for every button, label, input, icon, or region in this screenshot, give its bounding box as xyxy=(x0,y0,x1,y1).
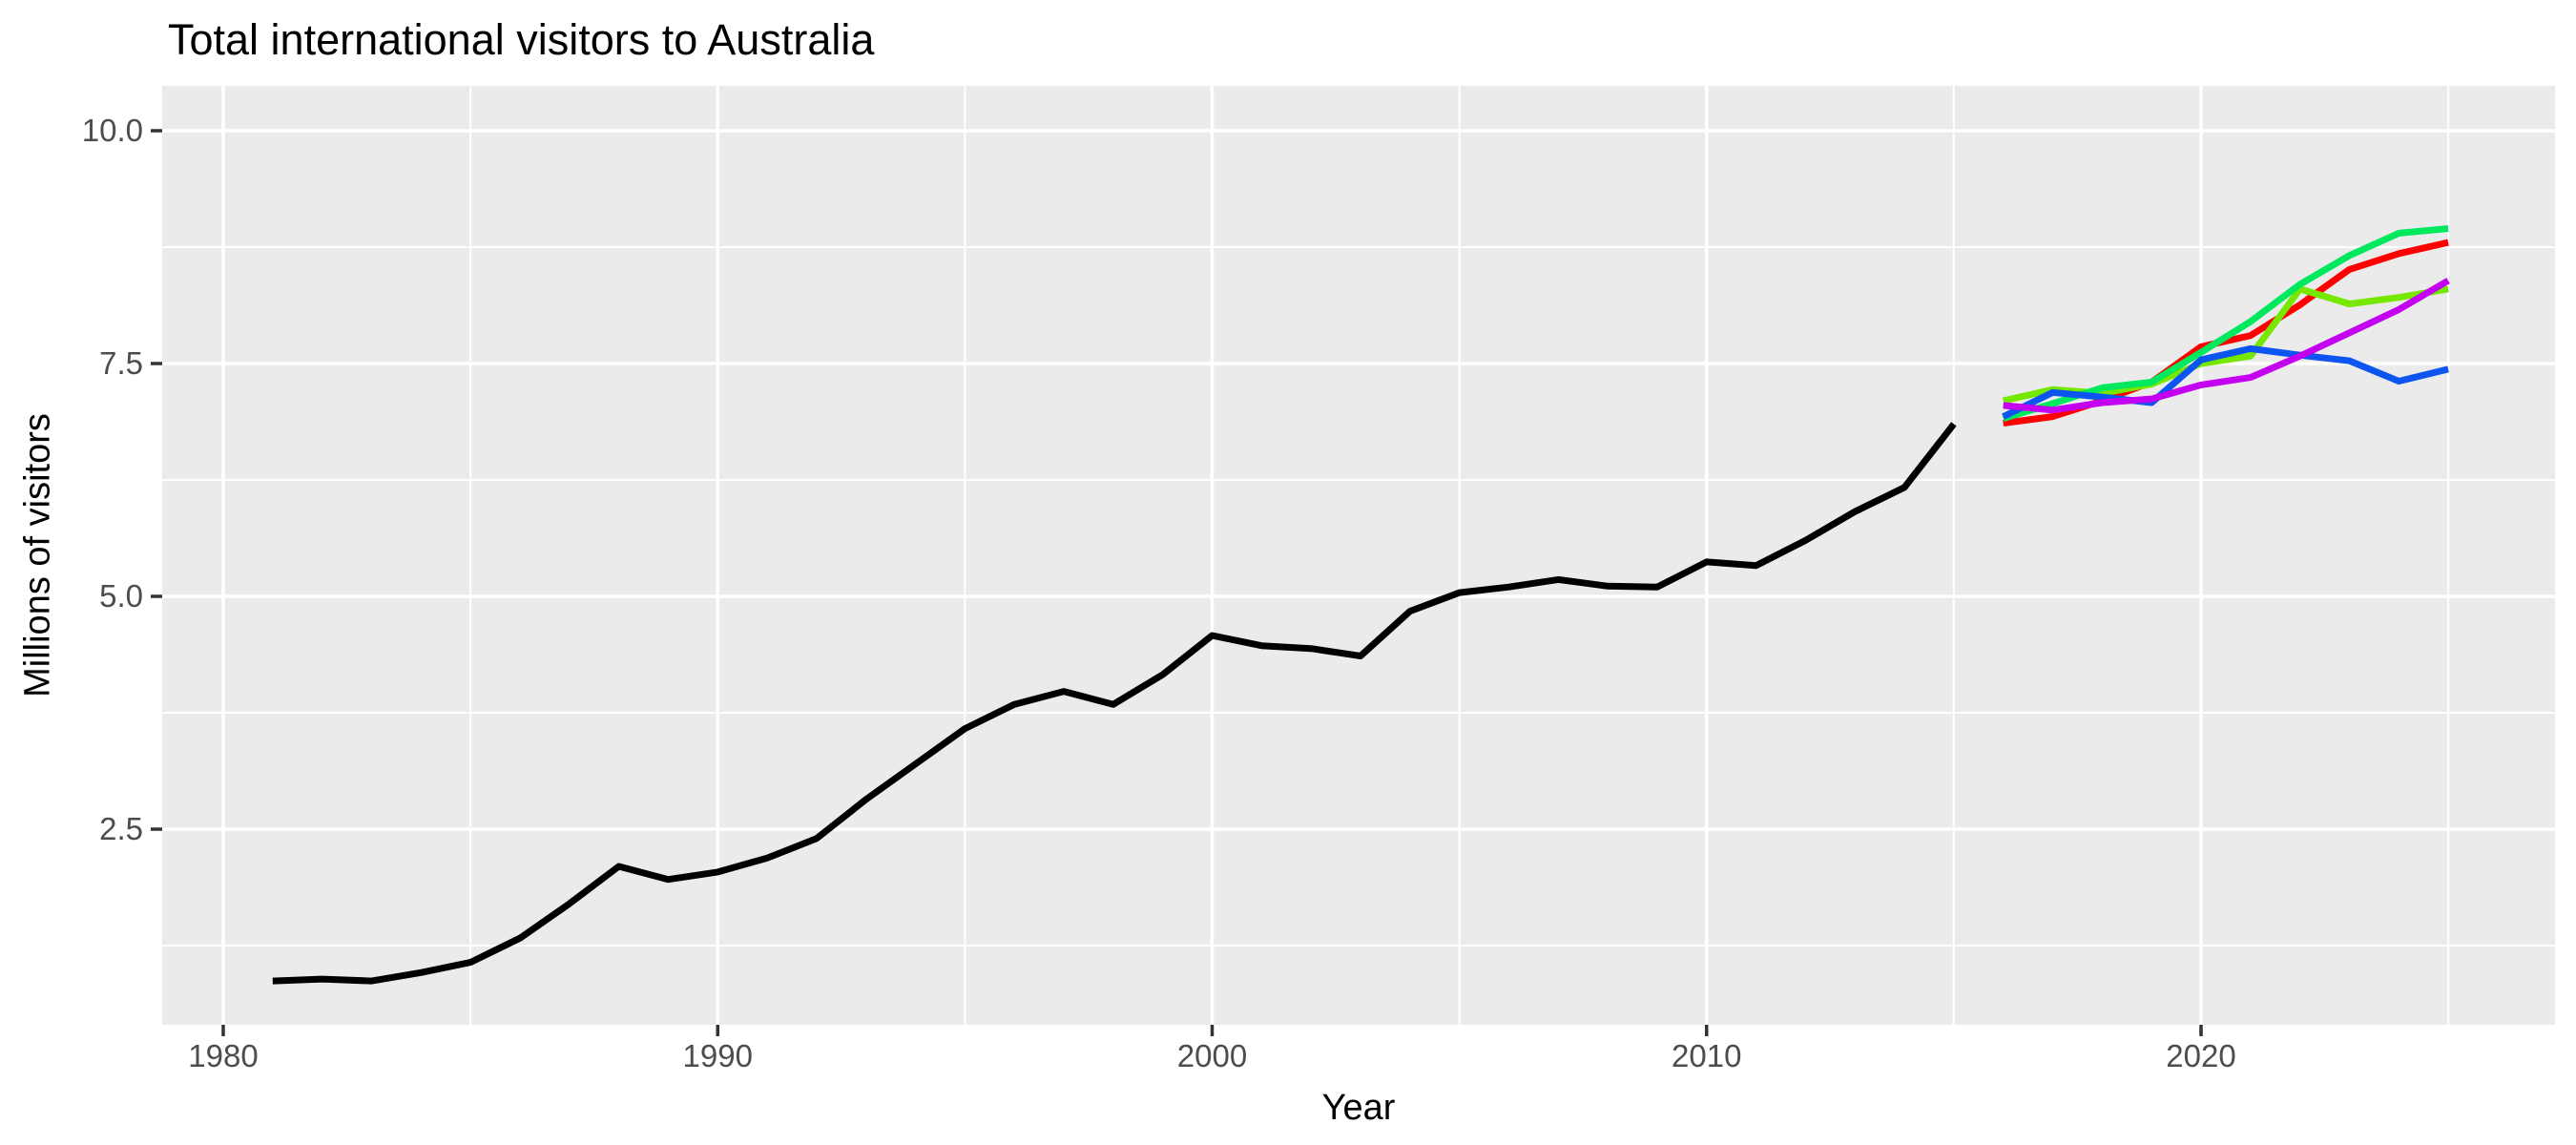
plot-panel xyxy=(162,86,2555,1025)
x-tick-label-2000: 2000 xyxy=(1177,1038,1247,1073)
series-line-simulation-4 xyxy=(2002,344,2449,420)
y-axis-title: Millions of visitors xyxy=(17,413,58,697)
y-tick-label-7.5: 7.5 xyxy=(99,345,143,381)
page-title: Total international visitors to Australi… xyxy=(168,15,875,64)
series-line-historical xyxy=(272,422,1957,985)
x-tick-label-1980: 1980 xyxy=(188,1038,258,1073)
y-tick-label-2.5: 2.5 xyxy=(99,811,143,846)
x-axis-title: Year xyxy=(1321,1088,1396,1128)
series-line-simulation-5 xyxy=(2003,278,2450,414)
x-tick-label-2020: 2020 xyxy=(2166,1038,2235,1073)
y-tick-label-5: 5.0 xyxy=(99,578,143,614)
y-tick-label-10: 10.0 xyxy=(82,113,143,148)
x-tick-label-1990: 1990 xyxy=(683,1038,753,1073)
x-tick-label-2010: 2010 xyxy=(1672,1038,1741,1073)
